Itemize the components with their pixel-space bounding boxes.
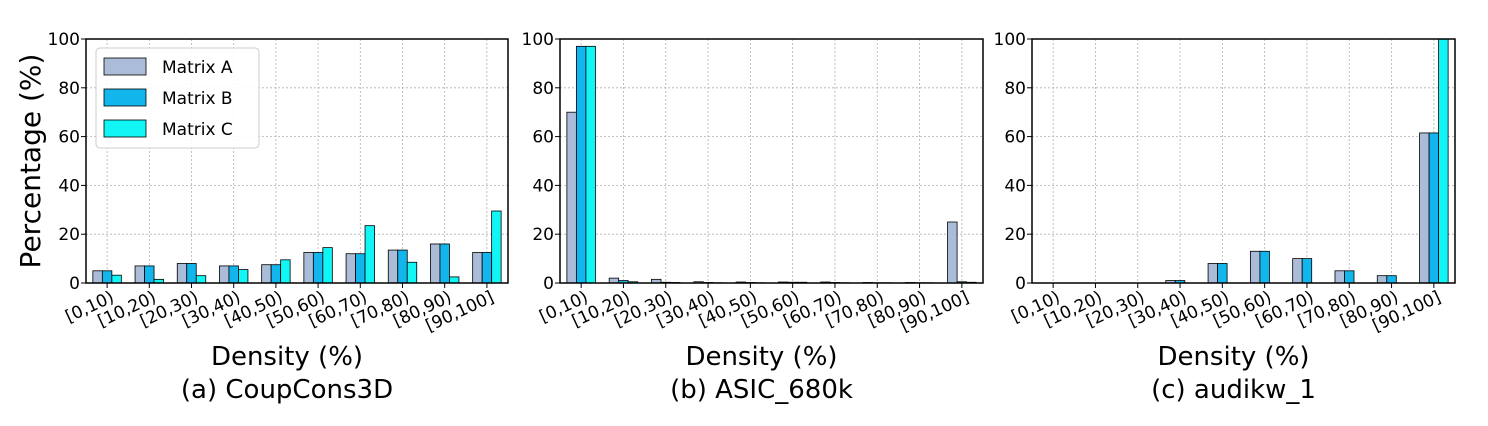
y-tick-label: 0 bbox=[69, 274, 80, 294]
bar-matrix-c bbox=[1438, 38, 1449, 284]
bar-matrix-b bbox=[312, 252, 324, 284]
bar-matrix-a bbox=[134, 265, 145, 284]
y-tick-label: 20 bbox=[532, 225, 554, 245]
bar-matrix-a bbox=[472, 252, 483, 284]
y-tick-label: 80 bbox=[1004, 79, 1026, 99]
bar-matrix-a bbox=[1419, 132, 1430, 284]
bar-matrix-a bbox=[92, 270, 103, 284]
bar-matrix-b bbox=[1386, 275, 1397, 284]
chart-caption: (b) ASIC_680k bbox=[670, 375, 853, 405]
bar-matrix-b bbox=[575, 45, 587, 284]
bar-matrix-a bbox=[947, 221, 958, 284]
bar-matrix-b bbox=[270, 264, 282, 284]
bar-matrix-b bbox=[481, 252, 493, 284]
bar-matrix-b bbox=[101, 270, 113, 284]
bar-matrix-b bbox=[228, 265, 239, 284]
legend-swatch bbox=[103, 57, 147, 76]
bar-matrix-b bbox=[1428, 132, 1440, 284]
bar-matrix-b bbox=[439, 243, 450, 284]
plot-frame bbox=[85, 38, 509, 284]
legend-label: Matrix A bbox=[162, 58, 233, 78]
bar-matrix-b bbox=[1344, 270, 1355, 284]
y-tick-label: 100 bbox=[994, 30, 1026, 50]
bar-matrix-a bbox=[176, 263, 188, 284]
y-tick-label: 0 bbox=[1015, 274, 1026, 294]
bar-matrix-c bbox=[449, 276, 460, 284]
bar-matrix-a bbox=[219, 265, 230, 284]
bar-matrix-c bbox=[111, 274, 122, 284]
bar-matrix-c bbox=[195, 275, 207, 284]
x-axis-label: Density (%) bbox=[1157, 342, 1309, 372]
bar-matrix-a bbox=[1207, 263, 1218, 284]
bar-matrix-b bbox=[355, 253, 366, 284]
bar-matrix-a bbox=[1334, 270, 1345, 284]
bar-matrix-a bbox=[303, 252, 314, 284]
bar-matrix-a bbox=[387, 249, 399, 284]
bar-matrix-c bbox=[491, 210, 502, 284]
bar-matrix-a bbox=[1376, 275, 1388, 284]
bar-matrix-b bbox=[186, 263, 197, 284]
chart-caption: (c) audikw_1 bbox=[1151, 375, 1316, 405]
legend: Matrix A Matrix B Matrix C bbox=[95, 47, 260, 149]
legend-swatch bbox=[103, 88, 147, 107]
bar-matrix-b bbox=[397, 249, 408, 284]
bar-matrix-b bbox=[1217, 263, 1228, 284]
chart-caption: (a) CoupCons3D bbox=[181, 375, 393, 405]
bar-matrix-b bbox=[1259, 250, 1270, 284]
y-tick-label: 100 bbox=[48, 30, 80, 50]
y-tick-label: 20 bbox=[58, 225, 80, 245]
y-tick-label: 20 bbox=[1004, 225, 1026, 245]
bar-matrix-c bbox=[364, 225, 375, 284]
y-tick-label: 100 bbox=[522, 30, 554, 50]
bar-matrix-a bbox=[1292, 258, 1303, 284]
bar-matrix-c bbox=[280, 259, 291, 284]
x-axis-label: Density (%) bbox=[211, 342, 363, 372]
y-tick-label: 60 bbox=[532, 128, 554, 148]
bar-matrix-c bbox=[322, 247, 333, 284]
y-axis-label: Percentage (%) bbox=[14, 54, 47, 269]
bar-matrix-a bbox=[1249, 250, 1261, 284]
y-tick-label: 40 bbox=[1004, 176, 1026, 196]
bar-matrix-a bbox=[566, 111, 577, 284]
plot-frame bbox=[559, 38, 984, 284]
bar-matrix-b bbox=[144, 265, 155, 284]
bar-matrix-c bbox=[406, 261, 418, 284]
legend-swatch bbox=[103, 119, 147, 138]
bar-matrix-b bbox=[1301, 258, 1313, 284]
y-tick-label: 60 bbox=[1004, 128, 1026, 148]
chart-panel-3: 020406080100[0,10)[10,20)[20,30)[30,40)[… bbox=[994, 30, 1456, 405]
bar-matrix-a bbox=[261, 264, 272, 284]
legend-label: Matrix B bbox=[162, 89, 233, 109]
x-axis-label: Density (%) bbox=[685, 342, 837, 372]
y-tick-label: 80 bbox=[58, 79, 80, 99]
bar-matrix-a bbox=[430, 243, 441, 284]
chart-panel-2: 020406080100[0,10)[10,20)[20,30)[30,40)[… bbox=[522, 30, 984, 405]
bar-matrix-c bbox=[238, 269, 249, 284]
y-tick-label: 40 bbox=[58, 176, 80, 196]
y-tick-label: 0 bbox=[543, 274, 554, 294]
legend-label: Matrix C bbox=[162, 120, 233, 140]
bar-matrix-a bbox=[345, 253, 356, 284]
plot-frame bbox=[1031, 38, 1456, 284]
chart-panel-1: 020406080100[0,10)[10,20)[20,30)[30,40)[… bbox=[14, 30, 509, 405]
y-tick-label: 60 bbox=[58, 128, 80, 148]
bar-matrix-c bbox=[585, 45, 596, 284]
y-tick-label: 80 bbox=[532, 79, 554, 99]
y-tick-label: 40 bbox=[532, 176, 554, 196]
